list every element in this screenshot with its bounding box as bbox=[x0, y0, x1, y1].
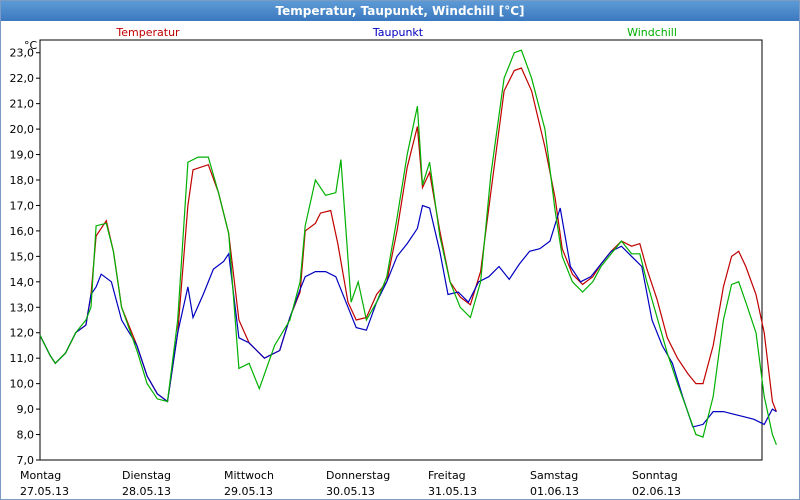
y-tick-label: 11,0 bbox=[10, 352, 35, 365]
x-date-label: 28.05.13 bbox=[122, 485, 171, 498]
y-tick-label: 15,0 bbox=[10, 250, 35, 263]
y-tick-label: 8,0 bbox=[17, 429, 35, 442]
y-tick-label: 7,0 bbox=[17, 454, 35, 467]
y-tick-label: 13,0 bbox=[10, 301, 35, 314]
plot-frame bbox=[39, 39, 763, 461]
series-line-taupunkt bbox=[39, 204, 777, 428]
series-layer bbox=[39, 49, 777, 445]
y-tick-label: 22,0 bbox=[10, 72, 35, 85]
y-tick-label: 23,0 bbox=[10, 47, 35, 60]
label-layer: 7,0 8,0 9,0 10,0 11,0 12,0 13,0 14,0 15,0 16,0 17,… bbox=[10, 26, 681, 498]
x-date-label: 01.06.13 bbox=[530, 485, 579, 498]
x-date-label: 29.05.13 bbox=[224, 485, 273, 498]
axis-layer bbox=[36, 39, 763, 461]
x-date-label: 31.05.13 bbox=[428, 485, 477, 498]
x-day-label: Freitag bbox=[428, 469, 466, 482]
x-day-label: Samstag bbox=[530, 469, 578, 482]
y-tick-label: 18,0 bbox=[10, 174, 35, 187]
series-line-windchill bbox=[39, 49, 777, 445]
x-day-label: Donnerstag bbox=[326, 469, 390, 482]
y-tick-label: 20,0 bbox=[10, 123, 35, 136]
x-day-label: Dienstag bbox=[122, 469, 171, 482]
y-tick-label: 12,0 bbox=[10, 327, 35, 340]
x-date-label: 27.05.13 bbox=[20, 485, 69, 498]
y-tick-label: 14,0 bbox=[10, 276, 35, 289]
legend-temperatur: Temperatur bbox=[115, 26, 180, 39]
window-title: Temperatur, Taupunkt, Windchill [°C] bbox=[1, 1, 799, 21]
y-tick-label: 17,0 bbox=[10, 199, 35, 212]
y-axis-unit: °C bbox=[24, 39, 38, 52]
x-date-label: 02.06.13 bbox=[632, 485, 681, 498]
y-tick-label: 9,0 bbox=[17, 403, 35, 416]
x-day-label: Mittwoch bbox=[224, 469, 274, 482]
x-day-label: Sonntag bbox=[632, 469, 678, 482]
legend-taupunkt: Taupunkt bbox=[372, 26, 424, 39]
legend-windchill: Windchill bbox=[627, 26, 677, 39]
x-day-label: Montag bbox=[20, 469, 61, 482]
x-date-label: 30.05.13 bbox=[326, 485, 375, 498]
y-tick-label: 10,0 bbox=[10, 378, 35, 391]
y-tick-label: 21,0 bbox=[10, 98, 35, 111]
y-tick-label: 19,0 bbox=[10, 149, 35, 162]
y-tick-label: 16,0 bbox=[10, 225, 35, 238]
